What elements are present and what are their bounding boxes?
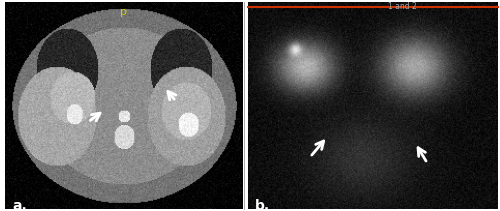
Text: a.: a. bbox=[12, 199, 27, 211]
Text: b.: b. bbox=[255, 199, 270, 211]
Text: 1 and 2: 1 and 2 bbox=[388, 2, 417, 11]
Text: p: p bbox=[120, 7, 127, 17]
